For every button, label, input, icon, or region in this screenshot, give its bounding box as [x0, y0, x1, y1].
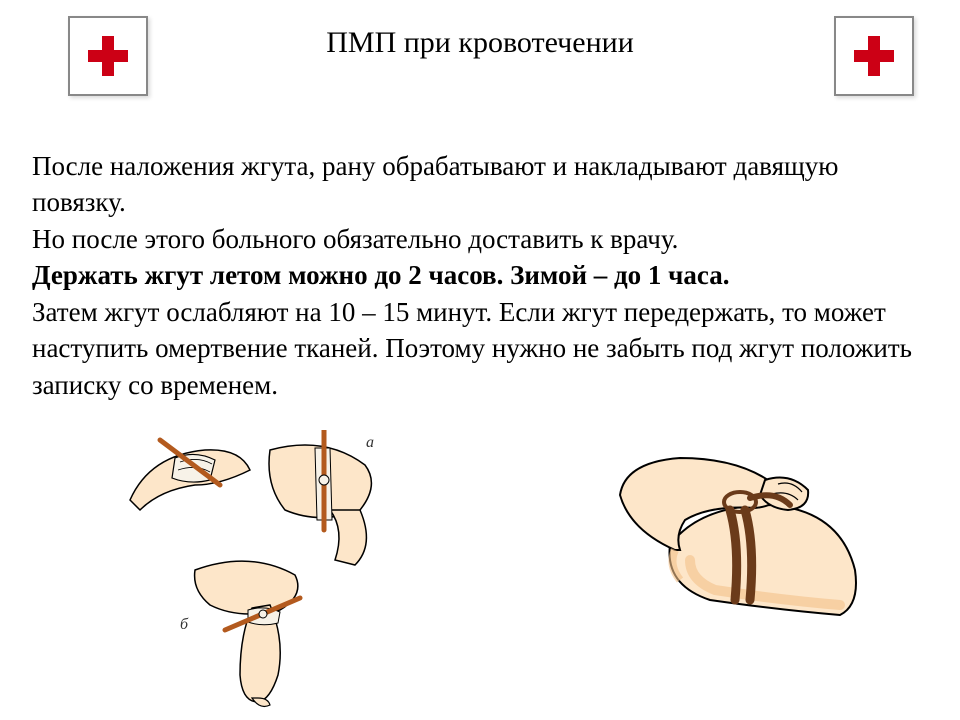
text-line-2: Но после этого больного обязательно дост… — [32, 224, 678, 254]
text-line-4: Затем жгут ослабляют на 10 – 15 минут. Е… — [32, 297, 912, 400]
illustration-area: а б — [0, 430, 960, 720]
text-line-3-bold: Держать жгут летом можно до 2 часов. Зим… — [32, 260, 729, 290]
illustration-label-b: б — [180, 616, 188, 634]
illustration-label-a: а — [366, 434, 374, 452]
illustration-arm-bent — [540, 450, 860, 690]
illustration-tourniquet-steps: а б — [120, 430, 440, 710]
page-title: ПМП при кровотечении — [0, 26, 960, 60]
body-text: После наложения жгута, рану обрабатывают… — [32, 148, 928, 403]
text-line-1: После наложения жгута, рану обрабатывают… — [32, 151, 838, 217]
